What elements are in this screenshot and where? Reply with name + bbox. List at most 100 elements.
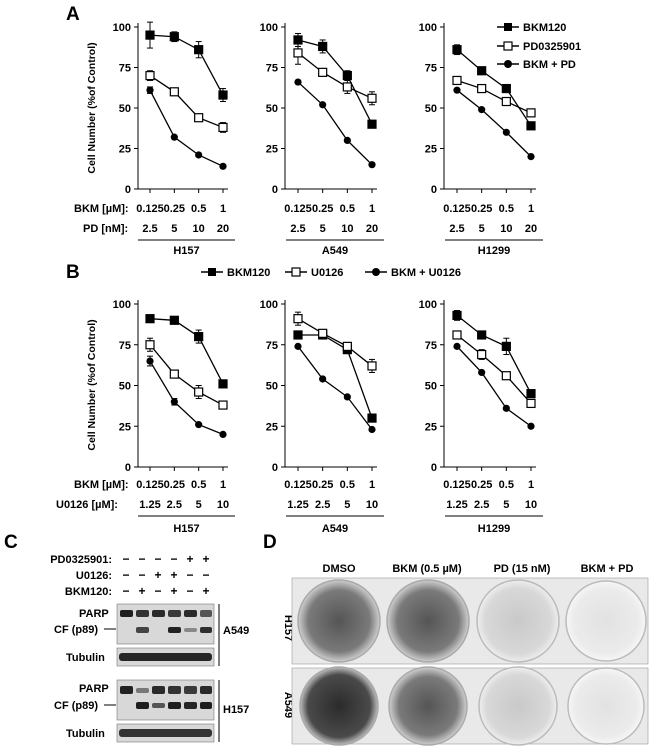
blot-h157-tubulin-label: Tubulin xyxy=(66,728,105,740)
legend-b-label-2: U0126 xyxy=(311,267,343,279)
panel-d: DMSO BKM (0.5 µM) PD (15 nM) BKM + PD H1… xyxy=(282,563,649,746)
treatment-marks: − − − − + +− − + + − −− + − + − + xyxy=(122,552,209,598)
series-line-1 xyxy=(456,79,532,114)
chart-b-a549: 0 25 50 75 100 0.125 1.25 0.25 2.5 0.5 5 1 10 A549 xyxy=(260,299,384,535)
data-point xyxy=(319,375,327,383)
data-point xyxy=(170,398,178,406)
data-point xyxy=(218,400,228,410)
blot-band xyxy=(152,610,165,617)
blot-h157-parp-bg xyxy=(116,679,215,721)
y-tick-label: 50 xyxy=(266,103,278,115)
blot-a549-parp-bg xyxy=(116,603,215,645)
treatment-mark: − xyxy=(170,552,177,566)
plate-h157-bkm-pd xyxy=(565,580,647,662)
cell-line-label: H157 xyxy=(173,523,199,535)
data-point xyxy=(501,83,511,94)
plate-row-h157: H157 xyxy=(282,615,294,641)
legend-a: BKM120 PD0325901 BKM + PD xyxy=(497,22,581,71)
data-point xyxy=(342,70,352,81)
y-tick-label: 25 xyxy=(119,144,131,156)
data-point xyxy=(477,83,487,94)
data-point xyxy=(526,121,536,131)
data-point xyxy=(502,404,510,412)
panel-d-letter: D xyxy=(263,532,277,553)
legend-a-label-2: PD0325901 xyxy=(523,41,581,53)
data-point xyxy=(477,349,487,360)
series-line-0 xyxy=(298,334,373,419)
data-point xyxy=(318,328,328,338)
dose-value: 1.25 xyxy=(446,499,467,511)
y-tick-label: 25 xyxy=(266,421,278,433)
cell-line-label: A549 xyxy=(322,523,348,535)
data-point xyxy=(367,361,377,371)
blot-a549-cf-label: CF (p89) xyxy=(54,624,98,636)
dose-value: 5 xyxy=(320,223,326,235)
blot-h157-cf-label: CF (p89) xyxy=(54,700,98,712)
series-line-1 xyxy=(297,52,373,99)
data-point xyxy=(526,389,536,399)
dose-value: 10 xyxy=(525,499,537,511)
data-point xyxy=(219,162,227,170)
legend-b: BKM120 U0126 BKM + U0126 xyxy=(201,267,461,279)
blot-band xyxy=(184,628,197,632)
treatment-mark: − xyxy=(122,568,129,582)
series-line-2 xyxy=(456,345,532,427)
data-point xyxy=(477,330,487,340)
treatment-mark: + xyxy=(202,552,209,566)
legend-b-marker-2 xyxy=(291,267,301,277)
data-point xyxy=(477,66,487,76)
treatment-mark: + xyxy=(154,568,161,582)
treatment-mark: − xyxy=(122,584,129,598)
blot-band xyxy=(200,627,212,633)
treatment-label-pd: PD0325901: xyxy=(50,554,112,566)
chart-a-a549: 0 25 50 75 100 0.125 2.5 0.25 5 0.5 10 1 20 A549 xyxy=(260,22,384,257)
cell-line-label: H1299 xyxy=(478,523,510,535)
blot-band xyxy=(168,702,181,709)
dose-value: 0.125 xyxy=(136,203,164,215)
data-point xyxy=(170,133,178,141)
y-tick-label: 75 xyxy=(119,63,131,75)
y-tick-label: 0 xyxy=(431,462,437,474)
plate-a549-bkm-pd xyxy=(567,667,645,745)
data-point xyxy=(367,93,377,103)
series-line-2 xyxy=(297,81,373,166)
data-point xyxy=(145,30,155,40)
y-tick-label: 100 xyxy=(419,299,437,311)
panel-c: PD0325901: U0126: BKM120: − − − − + +− − + + − −− +… xyxy=(50,552,249,743)
dose-value: 0.125 xyxy=(443,203,471,215)
data-point xyxy=(146,86,154,94)
data-point xyxy=(526,108,536,118)
dose-value: 20 xyxy=(525,223,537,235)
chart-a-h157: 0 25 50 75 100 0.125 2.5 0.25 5 0.5 10 1 20 H157 xyxy=(113,21,235,257)
data-point xyxy=(319,101,327,109)
dose-value: 2.5 xyxy=(290,223,305,235)
plate-col-pd: PD (15 nM) xyxy=(494,563,551,575)
blot-band xyxy=(136,688,149,693)
data-point xyxy=(318,41,328,52)
y-tick-label: 50 xyxy=(266,381,278,393)
legend-a-marker-1 xyxy=(504,23,512,31)
dose-value: 0.25 xyxy=(312,203,333,215)
treatment-mark: − xyxy=(186,568,193,582)
y-tick-label: 75 xyxy=(119,340,131,352)
data-point xyxy=(342,341,352,351)
blot-band xyxy=(168,686,181,694)
dose-value: 10 xyxy=(217,499,229,511)
data-point xyxy=(368,425,376,434)
dose-value: 2.5 xyxy=(315,499,330,511)
data-point xyxy=(194,113,204,123)
cell-line-label: H157 xyxy=(173,245,199,257)
data-point xyxy=(194,45,204,55)
panel-b-letter: B xyxy=(66,262,80,283)
y-tick-label: 50 xyxy=(425,103,437,115)
data-point xyxy=(169,87,179,97)
dose-value: 5 xyxy=(171,223,177,235)
series-line-0 xyxy=(297,39,373,125)
dose-value: 10 xyxy=(193,223,205,235)
treatment-mark: + xyxy=(170,584,177,598)
data-point xyxy=(501,341,511,351)
data-point xyxy=(195,421,203,429)
treatment-mark: − xyxy=(202,568,209,582)
series-line-2 xyxy=(149,360,224,436)
